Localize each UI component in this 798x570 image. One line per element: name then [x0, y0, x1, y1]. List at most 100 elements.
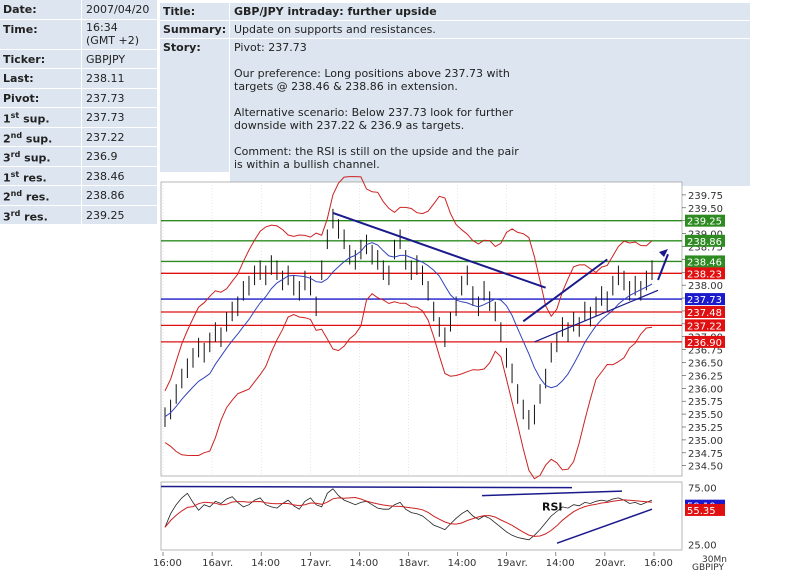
summary-label: Pivot: — [0, 88, 82, 108]
summary-row: Date: 2007/04/20 — [0, 0, 157, 20]
summary-value: 238.11 — [82, 69, 157, 89]
x-tick-label: 16:00 — [153, 558, 182, 569]
ordinal-suffix: rd — [10, 150, 21, 159]
rsi-trendline-bottom — [556, 508, 653, 544]
price-tick-label: 235.75 — [688, 397, 723, 408]
target-arrow — [657, 253, 669, 281]
price-tick-label: 238.75 — [688, 242, 723, 253]
summary-label: Time: — [0, 19, 82, 50]
trendline-down — [332, 212, 546, 289]
rsi-annotation: RSI — [542, 500, 563, 513]
story-paragraph: Pivot: 237.73 — [234, 41, 307, 54]
summary-table: Date: 2007/04/20 Time: 16:34 (GMT +2) Ticker… — [0, 0, 157, 225]
summary-row: Last: 238.11 — [0, 69, 157, 89]
price-tick-label: 236.00 — [688, 384, 723, 395]
channel-line — [534, 289, 659, 343]
level-label: 237.22 — [687, 321, 722, 332]
summary-row: 1st sup. 237.73 — [0, 108, 157, 128]
instrument-label: GBPJPY — [692, 563, 724, 570]
summary-row: 2nd res. 238.86 — [0, 186, 157, 206]
price-tick-label: 236.25 — [688, 371, 723, 382]
summary-row: 1st res. 238.46 — [0, 166, 157, 186]
summary-label: Date: — [0, 0, 82, 20]
rsi-trendline-top — [160, 485, 573, 489]
info-panel: Title: GBP/JPY intraday: further upside … — [160, 3, 750, 187]
summary-value: 238.86 — [82, 186, 157, 206]
summary-label: 1st res. — [0, 166, 82, 186]
ordinal-suffix: nd — [10, 189, 23, 198]
rsi-line — [164, 488, 653, 541]
level-label: 236.90 — [687, 338, 722, 349]
summary-label: Ticker: — [0, 49, 82, 69]
rsi-signal — [164, 496, 653, 537]
summary-row: Ticker: GBPJPY — [0, 49, 157, 69]
summary-row: 3rd sup. 236.9 — [0, 147, 157, 167]
summary-row: Pivot: 237.73 — [0, 88, 157, 108]
summary-value: 238.46 — [82, 166, 157, 186]
x-tick-label: 16:00 — [644, 558, 673, 569]
analysis-summary: Update on supports and resistances. — [230, 21, 750, 39]
price-tick-label: 239.75 — [688, 191, 723, 202]
summary-value: 237.73 — [82, 108, 157, 128]
ordinal-suffix: st — [10, 111, 20, 120]
trendline-up — [522, 258, 608, 323]
level-label: 239.25 — [687, 217, 722, 228]
summary-value: 236.9 — [82, 147, 157, 167]
price-tick-label: 238.00 — [688, 281, 723, 292]
x-tick-label: 14:00 — [349, 558, 378, 569]
summary-value: 2007/04/20 — [82, 0, 157, 20]
price-tick-label: 235.00 — [688, 436, 723, 447]
rsi-value-marker — [685, 503, 725, 516]
x-tick-label: 14:00 — [251, 558, 280, 569]
price-tick-label: 239.50 — [688, 204, 723, 215]
analysis-title: GBP/JPY intraday: further upside — [230, 3, 750, 21]
x-tick-label: 18avr. — [399, 558, 430, 569]
level-label: 237.73 — [687, 295, 722, 306]
level-label: 238.46 — [687, 257, 722, 268]
level-marker — [685, 305, 725, 318]
analysis-story: Pivot: 237.73 Our preference: Long positi… — [230, 39, 750, 187]
level-label: 238.23 — [687, 269, 722, 280]
x-tick-label: 14:00 — [448, 558, 477, 569]
price-panel — [160, 181, 683, 477]
timeframe-label: 30Mn — [702, 555, 727, 565]
summary-label: Last: — [0, 69, 82, 89]
level-marker — [685, 319, 725, 332]
summary-label: 3rd res. — [0, 205, 82, 225]
arrow-head — [659, 249, 668, 258]
ordinal-suffix: nd — [10, 130, 23, 140]
level-marker — [685, 234, 725, 247]
summary-value: 16:34 (GMT +2) — [82, 19, 157, 50]
x-tick-label: 14:00 — [546, 558, 575, 569]
summary-value: 237.73 — [82, 88, 157, 108]
level-marker — [685, 293, 725, 306]
rsi-tick-label: 75.00 — [688, 484, 717, 495]
price-tick-label: 234.50 — [688, 462, 723, 473]
rsi-value-label: 55.35 — [687, 506, 716, 517]
ordinal-suffix: st — [10, 169, 20, 179]
story-paragraph: Alternative scenario: Below 237.73 look … — [234, 106, 514, 132]
price-tick-label: 236.50 — [688, 359, 723, 370]
x-tick-label: 20avr. — [595, 558, 626, 569]
price-tick-label: 236.75 — [688, 346, 723, 357]
x-tick-label: 19avr. — [497, 558, 528, 569]
ordinal-suffix: rd — [10, 208, 21, 218]
summary-row: 3rd res. 239.25 — [0, 205, 157, 225]
level-marker — [685, 255, 725, 268]
price-tick-label: 235.50 — [688, 410, 723, 421]
title-label: Title: — [160, 3, 230, 21]
level-label: 238.86 — [687, 237, 722, 248]
rsi-tick-label: 25.00 — [688, 540, 717, 551]
summary-value: GBPJPY — [82, 49, 157, 69]
summary-label: 1st sup. — [0, 108, 82, 128]
x-tick-label: 16avr. — [202, 558, 233, 569]
summary-row: 2nd sup. 237.22 — [0, 127, 157, 147]
moving-average — [164, 242, 653, 418]
story-paragraph: Comment: the RSI is still on the upside … — [234, 145, 519, 171]
level-label: 237.48 — [687, 308, 722, 319]
x-tick-label: 17avr. — [300, 558, 331, 569]
summary-label: Summary: — [160, 21, 230, 39]
rsi-trendline-mid — [481, 490, 623, 497]
level-marker — [685, 214, 725, 227]
